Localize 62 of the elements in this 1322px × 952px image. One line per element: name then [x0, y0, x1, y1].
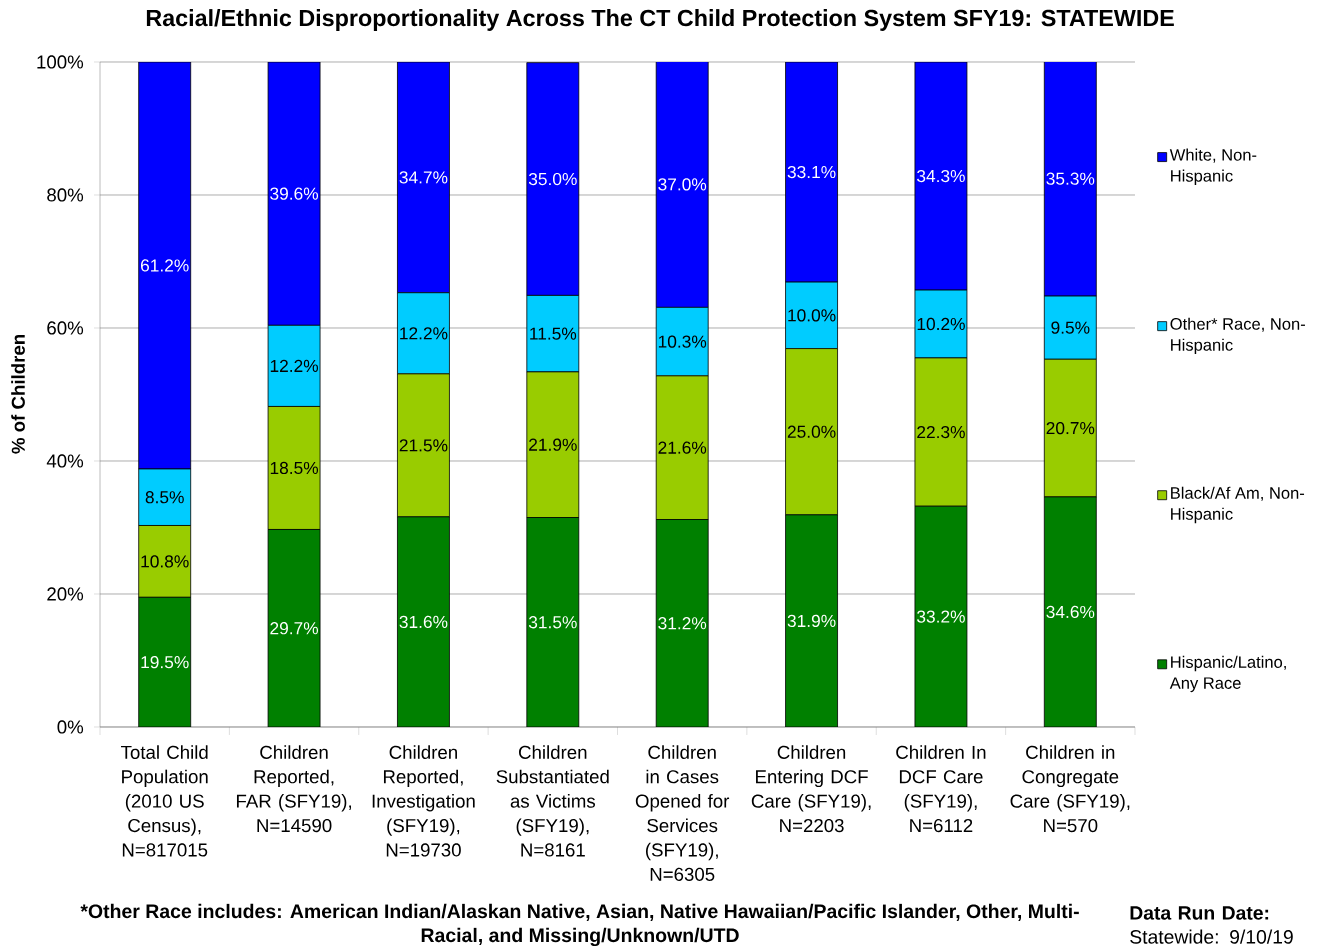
data-label: 9.5% [1051, 321, 1090, 334]
data-label: 18.5% [270, 461, 319, 475]
text: Data Run Date: Statewide: 9/10/19 [1130, 906, 1293, 944]
y-tick-label: 60% [47, 321, 84, 335]
legend-label: Hispanic/Latino, Any Race [1169, 655, 1286, 693]
text: *Other Race includes: American Indian/Alaskan Native, Asian, Native Hawaiian/Pacific Islander, Other, Multi-Racial, and Missing/Unknown/UTD [80, 903, 1079, 947]
x-tick-label: Total Child Population (2010 US Census), N=817015 [121, 745, 208, 857]
data-label: 10.3% [658, 335, 707, 348]
chart-title: Racial/Ethnic Disproportionality Across The CT Child Protection System SFY19: STATEWIDE [146, 9, 1174, 31]
data-label: 19.5% [141, 656, 189, 669]
data-label: 8.5% [145, 491, 184, 504]
data-label: 21.6% [658, 441, 707, 454]
data-label: 11.5% [530, 327, 577, 340]
bar [785, 514, 838, 727]
y-tick-label: 80% [47, 188, 84, 202]
data-label: 35.3% [1046, 172, 1095, 185]
x-tick-label: Children Entering DCF Care (SFY19), N=2203 [751, 745, 871, 833]
data-label: 21.5% [399, 439, 448, 452]
x-tick-label: Children In DCF Care (SFY19), N=6112 [896, 745, 986, 833]
data-label: 25.0% [787, 425, 836, 438]
data-label: 31.6% [399, 615, 448, 629]
data-label: 33.2% [917, 610, 965, 623]
data-label: 21.9% [529, 438, 577, 451]
bar [397, 516, 450, 727]
data-label: 34.7% [399, 171, 448, 184]
data-label: 39.6% [270, 187, 319, 200]
data-label: 34.6% [1046, 605, 1095, 619]
data-label: 12.2% [400, 327, 448, 340]
data-label: 12.2% [270, 359, 319, 372]
data-label: 34.3% [917, 169, 965, 183]
data-label: 31.9% [787, 614, 836, 628]
x-tick-label: Children Reported, Investigation (SFY19), N=19730 [372, 745, 475, 857]
bar [138, 596, 192, 727]
legend-label: Black/Af Am, Non-Hispanic [1171, 486, 1305, 524]
bar [526, 517, 580, 727]
x-tick-label: Children Substantiated as Victims (SFY19), N=8161 [496, 745, 609, 857]
x-tick-label: Children in Cases Opened for Services (SFY19), N=6305 [635, 745, 730, 881]
legend-label: Other* Race, Non-Hispanic [1170, 317, 1305, 355]
data-label: 10.8% [141, 555, 189, 568]
data-label: 31.2% [658, 617, 707, 630]
data-label: 22.3% [917, 425, 965, 439]
y-tick-label: 0% [57, 720, 84, 734]
data-label: 10.0% [788, 309, 836, 322]
data-label: 20.7% [1046, 421, 1095, 435]
data-label: 37.0% [658, 178, 707, 191]
legend-label: White, Non-Hispanic [1169, 148, 1257, 185]
y-tick-label: 100% [37, 55, 84, 69]
y-tick-label: 20% [47, 587, 84, 601]
bar [914, 505, 968, 727]
data-label: 35.0% [528, 172, 577, 186]
data-label: 29.7% [270, 622, 319, 635]
data-label: 10.2% [917, 317, 965, 331]
bar [267, 529, 321, 727]
data-label: 33.1% [787, 165, 836, 179]
y-axis-title: % of Children [11, 334, 25, 454]
x-tick-label: Children Reported, FAR (SFY19), N=14590 [236, 745, 351, 833]
bar [1043, 496, 1097, 727]
data-label: 31.5% [528, 616, 577, 629]
y-tick-label: 40% [46, 454, 84, 468]
bar [655, 519, 709, 727]
data-label: 61.2% [141, 259, 189, 272]
x-tick-label: Children in Congregate Care (SFY19), N=570 [1010, 745, 1130, 833]
